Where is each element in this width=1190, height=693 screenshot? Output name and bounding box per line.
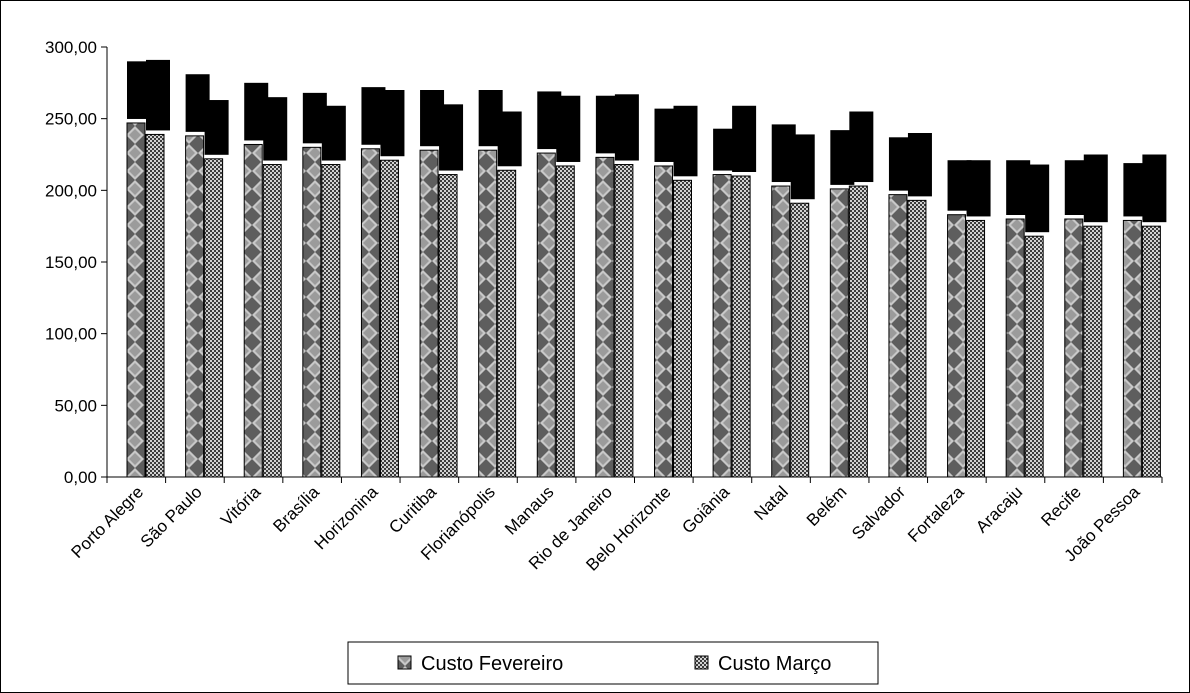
bar-fevereiro bbox=[654, 165, 673, 478]
bar-fevereiro bbox=[126, 122, 146, 478]
x-category-label: Aracaju bbox=[972, 482, 1026, 536]
bar-fevereiro bbox=[1122, 219, 1142, 478]
bar-fevereiro bbox=[536, 152, 556, 478]
bar-fevereiro bbox=[360, 148, 380, 478]
bar-top-block bbox=[556, 95, 581, 162]
bar-top-block bbox=[732, 105, 757, 172]
legend-label-marco: Custo Março bbox=[718, 653, 831, 675]
x-category-label: Natal bbox=[750, 482, 791, 523]
bar-top-block bbox=[439, 104, 464, 171]
bar-top-block bbox=[263, 97, 288, 161]
y-tick-label: 200,00 bbox=[45, 181, 97, 200]
bar-fevereiro bbox=[712, 174, 732, 478]
bar-fevereiro bbox=[302, 146, 322, 478]
x-category-label: Belém bbox=[803, 482, 851, 530]
bar-marco bbox=[1024, 235, 1044, 478]
bar-fevereiro bbox=[829, 188, 849, 478]
bar-top-block bbox=[907, 133, 932, 197]
bar-top-block bbox=[321, 105, 346, 161]
bar-marco bbox=[790, 202, 810, 478]
bar-top-block bbox=[614, 94, 639, 161]
legend-box bbox=[347, 641, 879, 685]
bar-fevereiro bbox=[243, 143, 263, 478]
legend-swatch-marco bbox=[694, 655, 709, 670]
bar-marco bbox=[497, 169, 517, 478]
bar-marco bbox=[555, 165, 575, 478]
x-category-label: Curitiba bbox=[385, 482, 440, 537]
y-tick-label: 50,00 bbox=[54, 396, 97, 415]
bar-fevereiro bbox=[1005, 218, 1025, 478]
x-category-label: Salvador bbox=[848, 482, 909, 543]
bar-marco bbox=[907, 199, 927, 478]
bar-top-block bbox=[497, 111, 522, 167]
bar-top-block bbox=[1083, 154, 1108, 223]
bar-fevereiro bbox=[888, 194, 908, 478]
bar-marco bbox=[379, 159, 399, 478]
bar-fevereiro bbox=[771, 185, 791, 478]
bar-fevereiro bbox=[185, 135, 205, 478]
bar-fevereiro bbox=[595, 156, 615, 478]
x-category-label: Horizonina bbox=[311, 482, 382, 553]
bar-marco bbox=[731, 175, 751, 478]
bar-fevereiro bbox=[1064, 218, 1084, 478]
y-tick-label: 250,00 bbox=[45, 110, 97, 129]
bar-top-block bbox=[790, 134, 815, 200]
bar-top-block bbox=[1025, 164, 1050, 233]
y-tick-label: 150,00 bbox=[45, 253, 97, 272]
bar-marco bbox=[1141, 225, 1161, 478]
bar-fevereiro bbox=[947, 214, 967, 478]
bar-top-block bbox=[966, 160, 991, 217]
bar-marco bbox=[1083, 225, 1103, 478]
y-tick-label: 0,00 bbox=[64, 468, 97, 487]
bar-marco bbox=[438, 174, 458, 478]
bar-top-block bbox=[146, 59, 170, 131]
bars bbox=[126, 59, 1167, 478]
bar-top-block bbox=[204, 100, 229, 155]
bar-top-block bbox=[673, 105, 698, 177]
x-category-label: Vitória bbox=[217, 482, 265, 530]
x-category-label: Fortaleza bbox=[904, 482, 968, 546]
y-tick-label: 100,00 bbox=[45, 325, 97, 344]
x-category-label: Goiânia bbox=[678, 482, 733, 537]
bar-top-block bbox=[1142, 154, 1167, 223]
y-axis: 0,00 50,00 100,00 150,00 200,00 250,00 300,00 bbox=[45, 38, 108, 487]
bar-marco bbox=[673, 179, 692, 478]
bar-marco bbox=[204, 158, 224, 478]
bar-fevereiro bbox=[419, 149, 439, 478]
bar-fevereiro bbox=[478, 149, 498, 478]
x-category-label: São Paulo bbox=[137, 482, 206, 551]
bar-marco bbox=[145, 133, 165, 478]
x-category-label: Brasília bbox=[269, 482, 323, 536]
bar-top-block bbox=[849, 111, 874, 183]
x-category-label: Manaus bbox=[501, 482, 557, 538]
legend: Custo Fevereiro Custo Março bbox=[347, 641, 879, 685]
bar-marco bbox=[966, 219, 986, 478]
x-category-label: Porto Alegre bbox=[68, 482, 148, 562]
bar-marco bbox=[321, 164, 341, 478]
x-category-label: Recife bbox=[1037, 482, 1085, 530]
bar-marco bbox=[262, 164, 282, 478]
bar-marco bbox=[848, 185, 868, 478]
y-tick-label: 300,00 bbox=[45, 38, 97, 57]
legend-swatch-fevereiro bbox=[397, 655, 412, 670]
bar-marco bbox=[614, 164, 634, 478]
legend-label-fevereiro: Custo Fevereiro bbox=[421, 653, 563, 675]
bar-top-block bbox=[380, 90, 405, 157]
